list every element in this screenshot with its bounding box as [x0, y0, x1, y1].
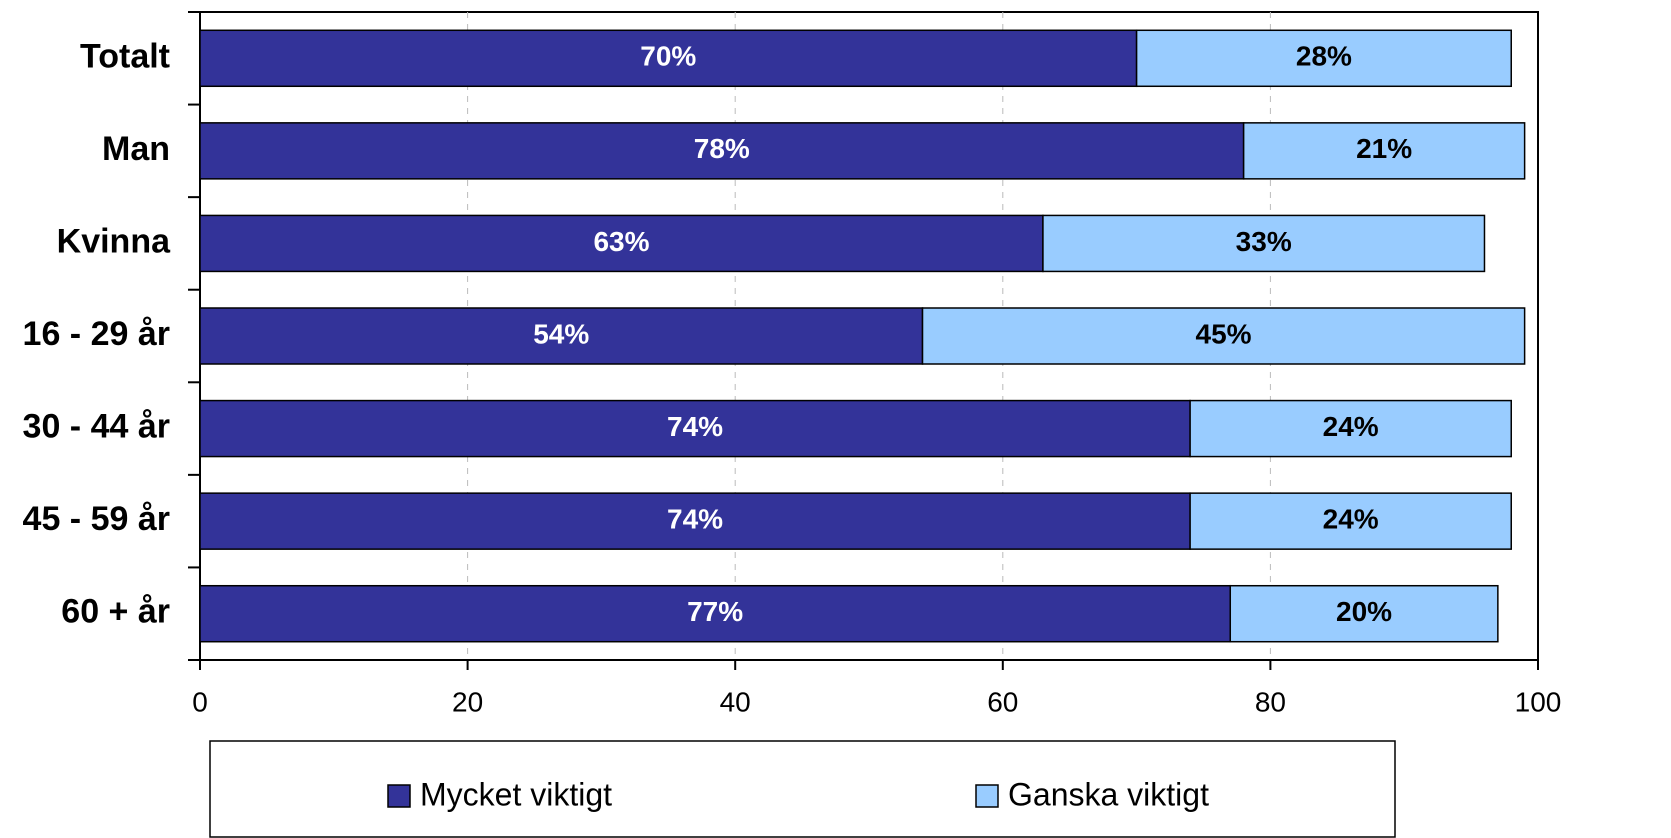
bar-segment: [1042, 214, 1486, 273]
x-tick-label: 100: [1515, 686, 1562, 717]
data-label: 54%: [533, 318, 589, 349]
data-label: 74%: [667, 504, 723, 535]
data-label: 70%: [640, 41, 696, 72]
bar-segment: [199, 492, 1191, 550]
data-label: 77%: [687, 596, 743, 627]
x-tick-label: 80: [1255, 686, 1286, 717]
y-tick-label: Kvinna: [57, 222, 171, 260]
data-label: 63%: [593, 226, 649, 257]
bar-segment: [199, 399, 1191, 458]
bar-segment: [1189, 399, 1512, 458]
bar-segment: [1242, 122, 1526, 180]
legend-swatch: [975, 784, 999, 808]
legend-label: Mycket viktigt: [420, 776, 612, 812]
data-label: 24%: [1323, 411, 1379, 442]
x-tick-label: 60: [987, 686, 1018, 717]
data-label: 74%: [667, 411, 723, 442]
y-tick-label: 45 - 59 år: [23, 500, 170, 538]
data-label: 20%: [1336, 596, 1392, 627]
data-label: 33%: [1236, 226, 1292, 257]
bar-segment: [199, 29, 1138, 88]
bar-segment: [199, 307, 924, 365]
legend-label: Ganska viktigt: [1008, 776, 1209, 812]
data-label: 24%: [1323, 504, 1379, 535]
legend-swatch: [387, 784, 411, 808]
bar-segment: [921, 307, 1526, 365]
x-tick-label: 40: [720, 686, 751, 717]
data-label: 28%: [1296, 41, 1352, 72]
y-tick-label: 60 + år: [61, 593, 170, 631]
y-tick-label: 16 - 29 år: [23, 315, 170, 353]
bar-segment: [1135, 29, 1512, 88]
data-label: 21%: [1356, 133, 1412, 164]
x-tick-label: 0: [192, 686, 208, 717]
bar-segment: [1229, 584, 1499, 643]
data-label: 78%: [694, 133, 750, 164]
data-label: 45%: [1196, 318, 1252, 349]
y-tick-label: 30 - 44 år: [23, 408, 170, 446]
y-tick-label: Totalt: [80, 37, 170, 75]
y-tick-label: Man: [102, 130, 170, 168]
x-tick-label: 20: [452, 686, 483, 717]
bar-segment: [1189, 492, 1512, 550]
